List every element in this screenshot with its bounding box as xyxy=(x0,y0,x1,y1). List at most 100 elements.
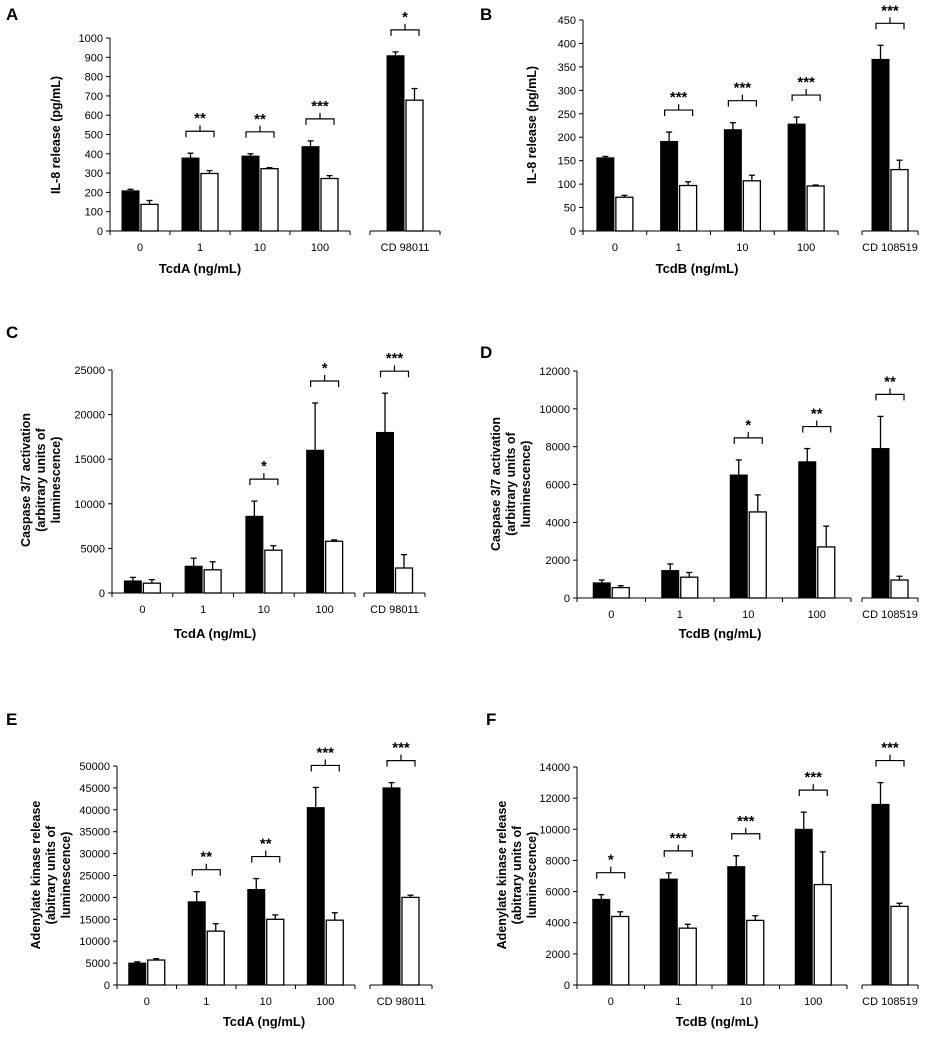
category-label: 1 xyxy=(675,996,681,1008)
category-label: 10 xyxy=(260,996,272,1008)
significance-bracket xyxy=(663,844,693,857)
y-tick-label: 25000 xyxy=(79,871,110,883)
y-axis-label: (abitrary units of xyxy=(44,825,58,924)
panel-letter: C xyxy=(6,323,18,342)
category-label: 0 xyxy=(612,242,618,254)
y-tick-label: 2000 xyxy=(546,555,570,567)
control-label: CD 98011 xyxy=(370,604,419,616)
significance-stars: *** xyxy=(881,2,899,19)
y-axis-label: IL-8 release (pg/mL) xyxy=(525,66,539,184)
y-axis-label: Caspase 3/7 activation xyxy=(489,417,503,551)
y-tick-label: 2000 xyxy=(546,949,570,961)
y-axis-label: Adenylate kinase release xyxy=(29,801,43,950)
category-label: 0 xyxy=(608,996,614,1008)
x-axis-label: TcdB (ng/mL) xyxy=(656,261,739,276)
category-1-black-bar xyxy=(187,901,206,986)
significance-bracket xyxy=(791,89,821,102)
control-black-bar xyxy=(382,787,401,986)
significance-bracket xyxy=(310,759,340,772)
category-label: 100 xyxy=(797,242,815,254)
category-2-black-bar xyxy=(729,474,748,599)
panel-b: B 0 50 100 150 200 250 300 350 400 450 0 1 *** 10 *** 10… xyxy=(480,2,919,276)
category-label: 100 xyxy=(316,996,334,1008)
significance-bracket xyxy=(390,23,420,36)
x-axis-label: TcdA (ng/mL) xyxy=(223,1014,305,1029)
control-white-bar xyxy=(405,99,424,232)
y-tick-label: 8000 xyxy=(546,855,570,867)
category-0-white-bar xyxy=(615,196,634,232)
category-label: 100 xyxy=(315,604,333,616)
y-axis-label: luminescence) xyxy=(49,437,63,524)
significance-stars: * xyxy=(322,360,328,377)
y-tick-label: 40000 xyxy=(79,805,110,817)
y-axis-label: (arbitrary units of xyxy=(504,431,518,535)
y-tick-label: 50000 xyxy=(79,761,110,773)
y-tick-label: 8000 xyxy=(546,442,570,454)
category-3-white-bar xyxy=(806,185,825,232)
significance-stars: ** xyxy=(254,111,266,128)
y-tick-label: 10000 xyxy=(539,824,570,836)
panel-letter: B xyxy=(480,5,492,24)
category-3-black-bar xyxy=(306,807,325,986)
y-tick-label: 20000 xyxy=(74,410,105,422)
y-tick-label: 15000 xyxy=(74,454,105,466)
category-0-black-bar xyxy=(128,962,147,986)
category-label: 100 xyxy=(808,609,826,621)
category-label: 1 xyxy=(203,996,209,1008)
y-tick-label: 0 xyxy=(570,226,576,238)
category-1-black-bar xyxy=(660,140,679,232)
control-white-bar xyxy=(890,905,909,986)
significance-bracket xyxy=(596,866,626,879)
category-2-white-bar xyxy=(742,180,762,232)
x-axis-label: TcdB (ng/mL) xyxy=(676,1014,759,1029)
significance-bracket xyxy=(875,388,905,401)
y-axis-label: luminescence) xyxy=(59,832,73,919)
control-black-bar xyxy=(386,55,405,232)
significance-bracket xyxy=(802,420,832,433)
category-3-black-bar xyxy=(794,828,813,986)
significance-stars: *** xyxy=(734,80,752,97)
category-3-black-bar xyxy=(301,146,320,232)
panel-c: C 0 5000 10000 15000 20000 25000 0 1 10 * 100 * CD 98… xyxy=(6,323,426,641)
y-axis-label: Adenylate kinase release xyxy=(495,801,509,950)
significance-bracket xyxy=(245,125,275,138)
category-0-black-bar xyxy=(121,190,140,232)
y-tick-label: 10000 xyxy=(74,499,105,511)
panel-letter: E xyxy=(6,710,17,729)
significance-bracket xyxy=(727,94,757,107)
category-1-white-bar xyxy=(680,576,699,599)
significance-stars: *** xyxy=(386,350,404,367)
significance-bracket xyxy=(798,784,828,797)
category-label: 10 xyxy=(258,604,270,616)
y-tick-label: 0 xyxy=(104,980,110,992)
category-label: 1 xyxy=(197,242,203,254)
significance-bracket xyxy=(731,827,761,840)
y-tick-label: 10000 xyxy=(79,936,110,948)
category-3-white-bar xyxy=(813,883,832,986)
y-tick-label: 800 xyxy=(85,72,103,84)
y-tick-label: 45000 xyxy=(79,783,110,795)
category-1-black-bar xyxy=(659,878,678,986)
y-tick-label: 150 xyxy=(558,156,576,168)
control-white-bar xyxy=(401,896,420,986)
category-0-black-bar xyxy=(596,157,615,232)
y-tick-label: 4000 xyxy=(546,918,570,930)
significance-stars: * xyxy=(261,458,267,475)
category-label: 10 xyxy=(742,609,754,621)
category-3-black-bar xyxy=(306,449,325,594)
significance-stars: ** xyxy=(200,849,212,866)
category-3-white-bar xyxy=(320,177,339,232)
y-tick-label: 35000 xyxy=(79,827,110,839)
y-tick-label: 6000 xyxy=(546,480,570,492)
category-label: 100 xyxy=(804,996,822,1008)
category-3-white-bar xyxy=(324,540,344,594)
category-label: 0 xyxy=(137,242,143,254)
significance-stars: *** xyxy=(316,744,334,761)
significance-bracket xyxy=(249,473,279,486)
control-black-bar xyxy=(376,431,394,594)
panel-e: E 0 5000 10000 15000 20000 25000 30000 35000 4000… xyxy=(6,710,433,1029)
y-tick-label: 14000 xyxy=(539,762,570,774)
y-axis-label: luminescence) xyxy=(519,441,533,528)
significance-stars: *** xyxy=(670,89,688,106)
